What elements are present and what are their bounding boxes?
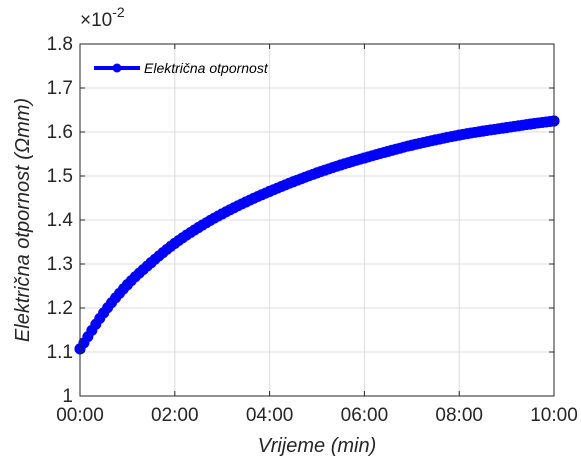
legend-entry-label: Električna otpornost — [144, 60, 269, 76]
data-point — [193, 221, 204, 233]
data-point — [453, 129, 465, 141]
data-point — [264, 185, 276, 197]
y-tick-label: 1.2 — [47, 298, 73, 319]
x-tick-label: 06:00 — [341, 405, 389, 426]
data-point — [240, 196, 252, 208]
data-point — [406, 139, 418, 151]
y-exponent-power: -2 — [112, 4, 125, 20]
data-point — [145, 257, 157, 269]
x-tick-label: 04:00 — [246, 405, 294, 426]
y-tick-label: 1 — [62, 386, 73, 407]
y-exponent-label: ×10-2 — [80, 4, 125, 31]
data-point — [216, 208, 228, 220]
y-axis-label: Električna otpornost (Ωmm) — [12, 98, 34, 342]
x-axis-label: Vrijeme (min) — [258, 435, 377, 457]
data-point — [169, 237, 181, 249]
data-point — [358, 152, 370, 164]
ticks: 00:00 02:00 04:00 06:00 08:00 10:00 1 1.1 1.2 1.3… — [47, 34, 578, 426]
data-point — [382, 145, 394, 157]
data-point — [287, 176, 299, 188]
data-point — [524, 118, 536, 130]
y-tick-label: 1.3 — [47, 254, 73, 275]
x-tick-label: 00:00 — [56, 405, 104, 426]
y-exponent-base: ×10 — [80, 10, 112, 31]
series-layer — [74, 115, 560, 355]
data-point — [121, 279, 133, 291]
x-tick-label: 08:00 — [435, 405, 483, 426]
y-tick-label: 1.5 — [47, 166, 73, 187]
y-tick-label: 1.4 — [47, 210, 74, 231]
data-point — [430, 134, 441, 146]
y-tick-label: 1.1 — [47, 342, 73, 363]
data-point — [335, 159, 347, 171]
legend: Električna otpornost — [94, 60, 269, 76]
legend-marker-icon — [112, 63, 122, 73]
data-point — [311, 167, 323, 179]
x-tick-label: 10:00 — [530, 405, 578, 426]
data-point — [98, 307, 110, 319]
data-point — [477, 125, 489, 137]
data-point — [501, 122, 513, 134]
x-tick-label: 02:00 — [151, 405, 199, 426]
y-tick-label: 1.8 — [47, 34, 73, 55]
y-tick-label: 1.6 — [47, 122, 73, 143]
y-tick-label: 1.7 — [47, 78, 73, 99]
